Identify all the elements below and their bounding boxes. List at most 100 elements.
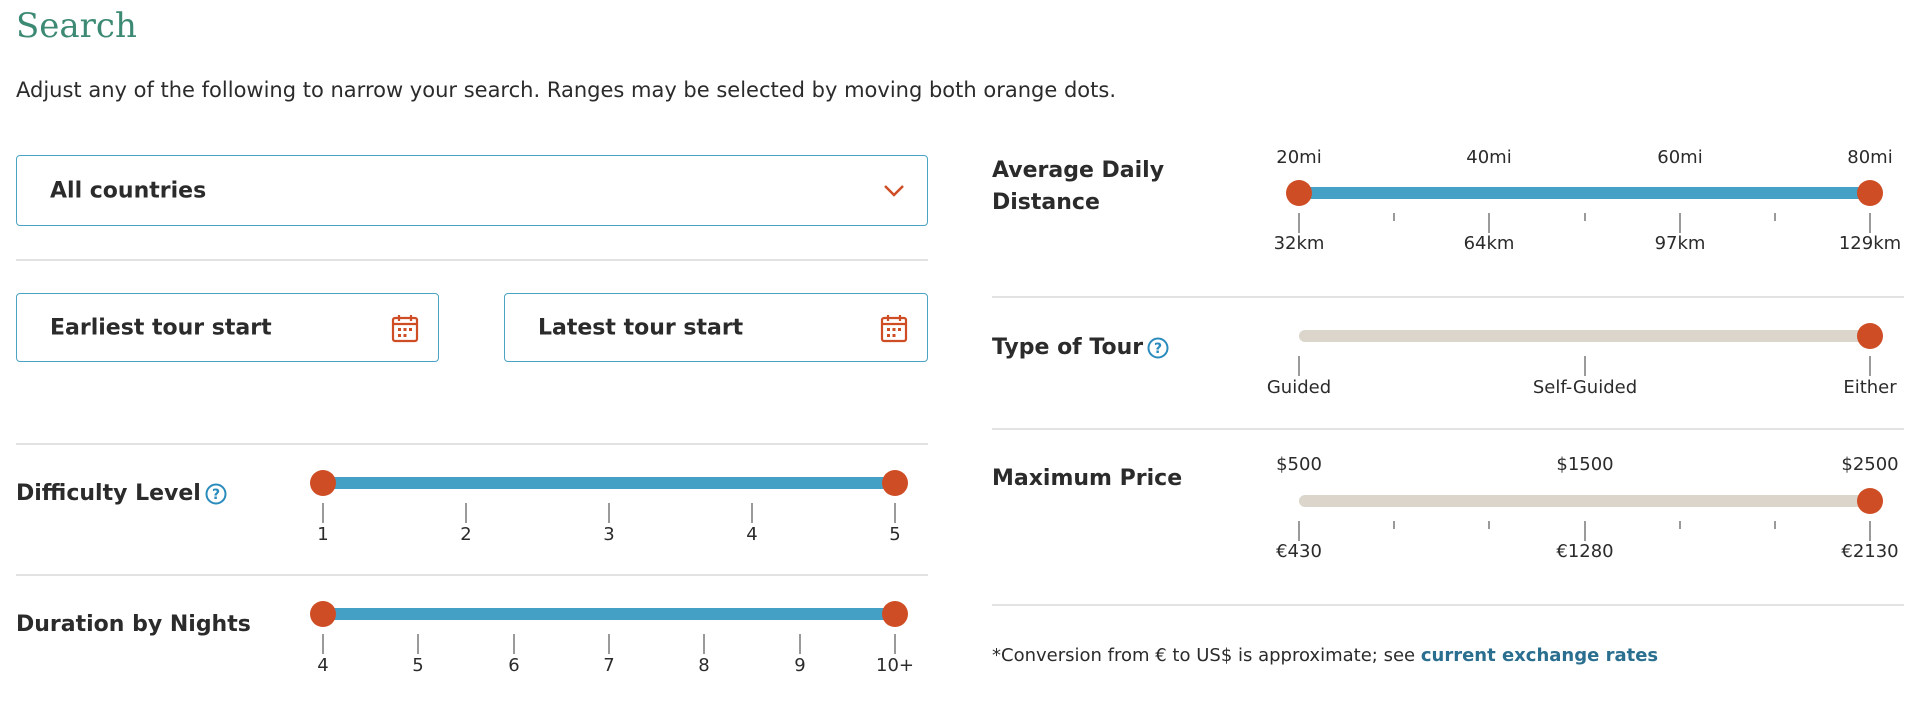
distance-min-handle[interactable] bbox=[1286, 180, 1312, 206]
latest-tour-start-field[interactable]: Latest tour start bbox=[504, 293, 928, 362]
earliest-tour-start-field[interactable]: Earliest tour start bbox=[16, 293, 439, 362]
tour-type-tick bbox=[1584, 356, 1586, 376]
price-tick bbox=[1584, 521, 1586, 541]
distance-bottom-label: 32km bbox=[1273, 233, 1325, 254]
difficulty-tick-label: 2 bbox=[460, 524, 472, 545]
price-top-label: $2500 bbox=[1841, 454, 1899, 475]
duration-tick bbox=[322, 634, 324, 654]
price-minor-tick bbox=[1393, 521, 1395, 529]
country-select-value: All countries bbox=[50, 178, 207, 203]
distance-label: Average Daily Distance bbox=[992, 155, 1164, 219]
price-bottom-label: €430 bbox=[1276, 541, 1322, 562]
country-select[interactable]: All countries bbox=[16, 155, 928, 226]
divider bbox=[16, 574, 928, 576]
duration-tick bbox=[417, 634, 419, 654]
distance-bottom-label: 64km bbox=[1463, 233, 1515, 254]
duration-tick-label: 10+ bbox=[876, 655, 914, 676]
distance-max-handle[interactable] bbox=[1857, 180, 1883, 206]
distance-bottom-label: 129km bbox=[1838, 233, 1902, 254]
duration-label: Duration by Nights bbox=[16, 612, 251, 637]
duration-tick bbox=[608, 634, 610, 654]
distance-top-label: 20mi bbox=[1276, 147, 1322, 168]
distance-tick bbox=[1869, 213, 1871, 233]
distance-top-label: 40mi bbox=[1466, 147, 1512, 168]
price-tick bbox=[1298, 521, 1300, 541]
duration-tick bbox=[703, 634, 705, 654]
divider bbox=[16, 259, 928, 261]
distance-tick bbox=[1679, 213, 1681, 233]
distance-top-label: 60mi bbox=[1657, 147, 1703, 168]
duration-tick-label: 7 bbox=[603, 655, 615, 676]
difficulty-tick bbox=[894, 503, 896, 523]
distance-minor-tick bbox=[1584, 213, 1586, 221]
difficulty-max-handle[interactable] bbox=[882, 470, 908, 496]
tour-type-label-text: Type of Tour bbox=[992, 335, 1144, 360]
exchange-rates-link[interactable]: current exchange rates bbox=[1420, 645, 1659, 666]
difficulty-level-label-text: Difficulty Level bbox=[16, 481, 201, 506]
distance-slider-track[interactable] bbox=[1299, 187, 1870, 199]
duration-max-handle[interactable] bbox=[882, 601, 908, 627]
price-top-label: $1500 bbox=[1556, 454, 1614, 475]
difficulty-tick bbox=[751, 503, 753, 523]
calendar-icon[interactable] bbox=[390, 313, 420, 343]
tour-type-tick bbox=[1298, 356, 1300, 376]
tour-type-label: Type of Tour ? bbox=[992, 332, 1169, 364]
page-title: Search bbox=[16, 6, 137, 46]
difficulty-tick bbox=[608, 503, 610, 523]
price-minor-tick bbox=[1679, 521, 1681, 529]
difficulty-min-handle[interactable] bbox=[310, 470, 336, 496]
tour-type-handle[interactable] bbox=[1857, 323, 1883, 349]
duration-slider-track[interactable] bbox=[323, 608, 895, 620]
distance-label-line1: Average Daily bbox=[992, 158, 1165, 183]
difficulty-tick-label: 3 bbox=[603, 524, 615, 545]
distance-bottom-label: 97km bbox=[1654, 233, 1706, 254]
duration-tick bbox=[799, 634, 801, 654]
price-handle[interactable] bbox=[1857, 488, 1883, 514]
price-bottom-label: €2130 bbox=[1841, 541, 1899, 562]
page-intro: Adjust any of the following to narrow yo… bbox=[16, 78, 1116, 102]
tour-type-option: Self-Guided bbox=[1532, 377, 1638, 398]
difficulty-tick-label: 1 bbox=[317, 524, 329, 545]
distance-tick bbox=[1298, 213, 1300, 233]
price-minor-tick bbox=[1488, 521, 1490, 529]
duration-tick-label: 8 bbox=[698, 655, 710, 676]
difficulty-tick-label: 4 bbox=[746, 524, 758, 545]
duration-min-handle[interactable] bbox=[310, 601, 336, 627]
distance-tick bbox=[1488, 213, 1490, 233]
calendar-icon[interactable] bbox=[879, 313, 909, 343]
price-bottom-label: €1280 bbox=[1556, 541, 1614, 562]
distance-top-label: 80mi bbox=[1847, 147, 1893, 168]
divider bbox=[992, 604, 1904, 606]
price-slider-track[interactable] bbox=[1299, 495, 1870, 507]
chevron-down-icon bbox=[879, 176, 909, 206]
distance-label-line2: Distance bbox=[992, 190, 1100, 215]
divider bbox=[992, 296, 1904, 298]
divider bbox=[16, 443, 928, 445]
divider bbox=[992, 428, 1904, 430]
latest-tour-start-placeholder: Latest tour start bbox=[538, 315, 744, 340]
price-minor-tick bbox=[1774, 521, 1776, 529]
duration-tick-label: 5 bbox=[412, 655, 424, 676]
conversion-footnote: *Conversion from € to US$ is approximate… bbox=[992, 645, 1658, 666]
difficulty-level-label: Difficulty Level ? bbox=[16, 478, 227, 510]
help-icon[interactable]: ? bbox=[1147, 337, 1169, 359]
help-icon[interactable]: ? bbox=[205, 483, 227, 505]
duration-tick bbox=[894, 634, 896, 654]
tour-type-option: Guided bbox=[1266, 377, 1332, 398]
svg-text:?: ? bbox=[1154, 341, 1162, 357]
tour-type-slider-track[interactable] bbox=[1299, 330, 1870, 342]
duration-tick-label: 6 bbox=[508, 655, 520, 676]
difficulty-tick-label: 5 bbox=[889, 524, 901, 545]
distance-minor-tick bbox=[1393, 213, 1395, 221]
duration-tick bbox=[513, 634, 515, 654]
distance-minor-tick bbox=[1774, 213, 1776, 221]
duration-tick-label: 9 bbox=[794, 655, 806, 676]
price-tick bbox=[1869, 521, 1871, 541]
difficulty-tick bbox=[465, 503, 467, 523]
price-label: Maximum Price bbox=[992, 466, 1183, 491]
price-top-label: $500 bbox=[1276, 454, 1322, 475]
conversion-footnote-text: *Conversion from € to US$ is approximate… bbox=[992, 645, 1421, 666]
difficulty-slider-track[interactable] bbox=[323, 477, 895, 489]
duration-tick-label: 4 bbox=[317, 655, 329, 676]
svg-text:?: ? bbox=[212, 487, 220, 503]
